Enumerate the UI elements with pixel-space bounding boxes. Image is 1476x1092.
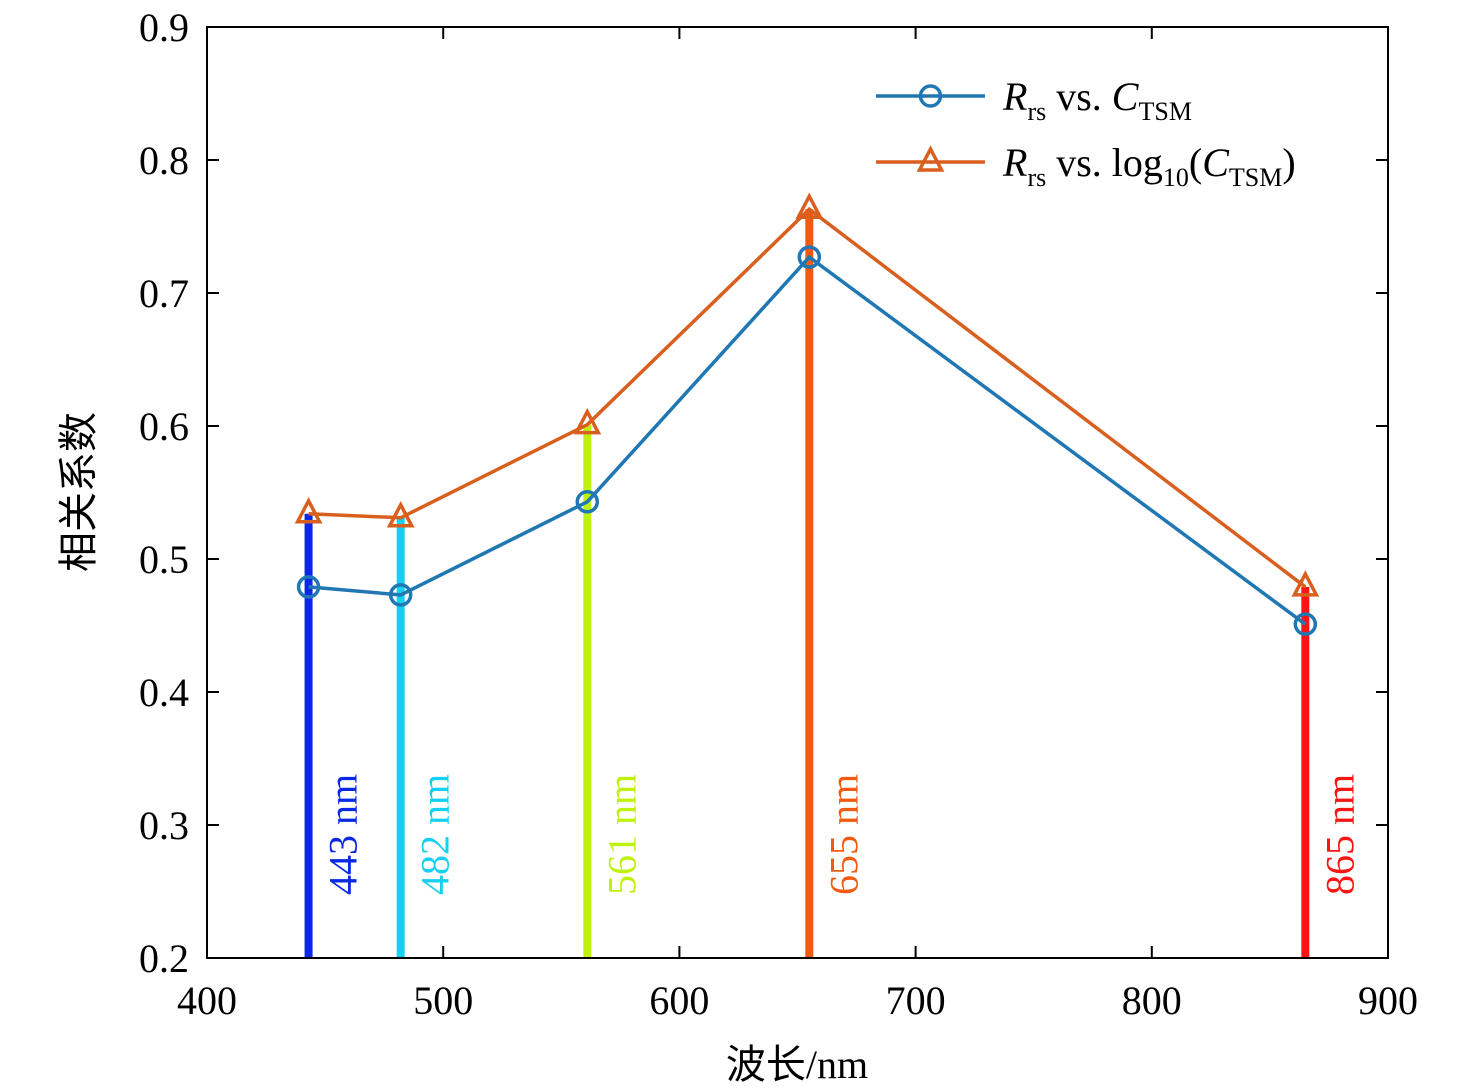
series-line-1 [308, 254, 1307, 626]
series-1-point [575, 490, 600, 514]
series-line-2 [308, 206, 1307, 589]
series-1-point [388, 583, 413, 607]
legend-label-part: R [1002, 74, 1027, 119]
legend-marker-2 [916, 145, 945, 172]
y-tick-label: 0.4 [139, 670, 189, 715]
legend-label-part: vs. log [1046, 140, 1163, 185]
legend-label-part: 10 [1163, 163, 1189, 192]
series-2-point [294, 497, 323, 524]
y-tick-label: 0.9 [139, 5, 189, 50]
legend-label-part: C [1202, 140, 1230, 185]
x-tick-label: 500 [413, 978, 473, 1023]
legend-label-part: TSM [1229, 163, 1282, 192]
series-1-point [797, 245, 822, 269]
series-2-point [795, 192, 824, 219]
band-bar-865 [1301, 586, 1310, 958]
legend-label-part: R [1002, 140, 1027, 185]
legend-label-part: TSM [1138, 97, 1191, 126]
legend-label-1: Rrs vs. CTSM [1002, 74, 1192, 126]
band-label-655: 655 nm [821, 774, 866, 895]
y-axis-label: 相关系数 [56, 412, 101, 572]
series-2-point [573, 407, 602, 435]
band-label-561: 561 nm [599, 774, 644, 895]
x-tick-label: 400 [177, 978, 237, 1023]
legend-marker-1 [918, 84, 943, 108]
y-axis: 0.2 0.3 0.4 0.5 0.6 0.7 0.8 0.9 [139, 5, 1388, 981]
legend-label-part: rs [1027, 163, 1046, 192]
y-tick-label: 0.6 [139, 404, 189, 449]
y-tick-label: 0.7 [139, 271, 189, 316]
legend-label-2: Rrs vs. log10(CTSM) [1002, 140, 1296, 192]
series-2-point [1291, 570, 1320, 597]
band-label-865: 865 nm [1317, 774, 1362, 895]
legend-label-part: ( [1189, 140, 1202, 185]
x-tick-label: 700 [886, 978, 946, 1023]
x-axis: 400 500 600 700 800 900 [177, 27, 1418, 1023]
x-tick-label: 600 [649, 978, 709, 1023]
legend-label-part: vs. [1046, 74, 1112, 119]
series-1-point [296, 575, 321, 599]
y-tick-label: 0.5 [139, 537, 189, 582]
plot-frame [206, 26, 1389, 959]
band-bar-482 [396, 517, 405, 958]
band-bar-561 [583, 424, 592, 958]
series-lines [294, 192, 1320, 636]
band-label-482: 482 nm [413, 774, 458, 895]
legend-label-part: C [1112, 74, 1140, 119]
y-tick-label: 0.3 [139, 803, 189, 848]
x-tick-label: 900 [1358, 978, 1418, 1023]
legend-label-part: ) [1282, 140, 1295, 185]
band-label-443: 443 nm [321, 774, 366, 895]
x-axis-label: 波长/nm [726, 1042, 868, 1087]
y-tick-label: 0.8 [139, 138, 189, 183]
band-markers: 443 nm 482 nm 561 nm 655 nm 865 nm [304, 209, 1362, 958]
band-bar-443 [304, 513, 313, 958]
band-bar-655 [805, 209, 814, 958]
legend-label-part: rs [1027, 97, 1046, 126]
series-2-point [386, 500, 415, 528]
series-1-point [1293, 612, 1318, 636]
x-tick-label: 800 [1122, 978, 1182, 1023]
y-tick-label: 0.2 [139, 936, 189, 981]
